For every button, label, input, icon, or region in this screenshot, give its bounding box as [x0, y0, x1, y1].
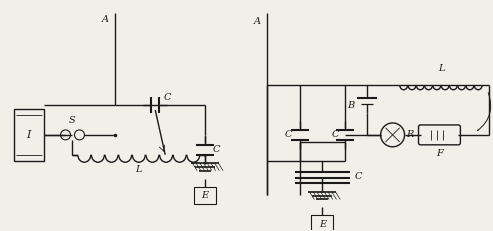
Text: C: C	[354, 172, 362, 181]
Bar	[311, 215, 333, 231]
Text: C: C	[213, 145, 220, 154]
Bar	[14, 109, 43, 161]
Text: A: A	[253, 17, 260, 26]
Text: L: L	[438, 64, 444, 73]
Circle shape	[381, 123, 405, 147]
Text: R: R	[407, 130, 414, 139]
FancyBboxPatch shape	[419, 125, 460, 145]
Text: E: E	[318, 220, 326, 229]
Text: B: B	[348, 100, 354, 109]
Text: S: S	[69, 116, 76, 125]
Bar	[194, 187, 216, 204]
FancyArrowPatch shape	[477, 93, 491, 131]
Text: A: A	[102, 15, 109, 24]
Text: C: C	[163, 93, 171, 102]
Text: L: L	[136, 165, 142, 174]
Text: F: F	[436, 149, 443, 158]
Text: I: I	[27, 130, 31, 140]
Text: E: E	[202, 191, 209, 200]
Text: C: C	[331, 130, 339, 139]
Text: C: C	[284, 130, 292, 139]
